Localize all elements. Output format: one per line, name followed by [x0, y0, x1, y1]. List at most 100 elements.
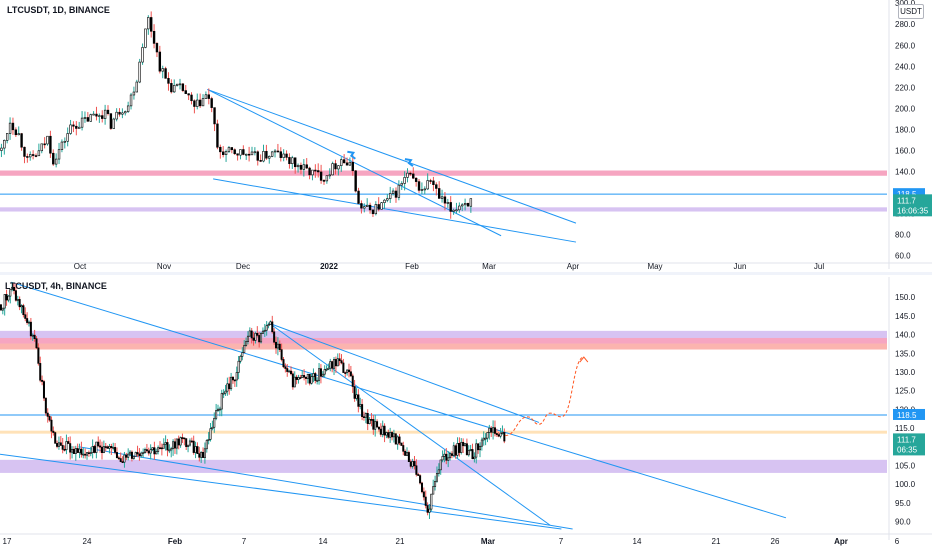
price-axis-area	[889, 0, 932, 270]
bear-candle	[279, 151, 282, 158]
bull-candle	[331, 163, 334, 176]
bear-candle	[271, 321, 274, 333]
bear-candle	[233, 379, 236, 382]
bear-candle	[31, 154, 35, 156]
bear-candle	[391, 432, 394, 438]
time-tick-label: Dec	[236, 262, 250, 271]
bull-candle	[355, 394, 358, 399]
bear-candle	[361, 404, 364, 417]
bear-candle	[84, 453, 87, 456]
bull-candle	[327, 367, 330, 370]
bull-candle	[385, 432, 388, 436]
bear-candle	[97, 441, 100, 447]
bear-candle	[185, 438, 188, 447]
bear-candle	[147, 450, 150, 454]
bull-candle	[403, 177, 406, 184]
bull-candle	[253, 151, 257, 154]
bear-candle	[24, 314, 27, 319]
bull-candle	[406, 452, 409, 456]
bear-candle	[213, 107, 216, 125]
trendline	[11, 281, 787, 519]
bear-candle	[158, 51, 162, 72]
bull-candle	[391, 190, 395, 194]
time-tick-label: Jul	[814, 262, 824, 271]
bear-candle	[22, 305, 25, 316]
level-price-badge	[893, 188, 925, 200]
bull-candle	[220, 393, 223, 410]
bull-candle	[102, 446, 105, 453]
currency-badge[interactable]: USDT	[898, 4, 924, 19]
countdown-label: 16:06:35	[897, 206, 929, 215]
bear-candle	[357, 394, 360, 407]
bull-candle	[172, 441, 175, 449]
bear-candle	[52, 430, 55, 433]
bull-candle	[396, 436, 399, 445]
bull-candle	[464, 443, 467, 447]
bull-candle	[333, 359, 336, 369]
bear-candle	[414, 177, 418, 182]
flag-marker	[404, 158, 414, 167]
bear-candle	[50, 419, 53, 432]
bull-candle	[60, 141, 64, 150]
bear-candle	[299, 377, 302, 379]
bear-candle	[304, 376, 307, 379]
bear-candle	[46, 412, 49, 417]
bear-candle	[233, 149, 236, 155]
bull-candle	[239, 355, 242, 362]
bear-candle	[362, 416, 365, 418]
bear-candle	[145, 449, 148, 452]
bull-candle	[245, 153, 248, 156]
bull-candle	[46, 135, 49, 145]
bull-candle	[91, 446, 94, 453]
bear-candle	[338, 358, 341, 361]
bear-candle	[87, 452, 90, 454]
bear-candle	[407, 452, 410, 463]
trendline	[0, 453, 562, 530]
level-price-badge	[893, 408, 925, 420]
bull-candle	[499, 432, 502, 437]
bull-candle	[7, 295, 10, 301]
bull-candle	[348, 161, 352, 166]
bear-candle	[404, 450, 407, 456]
bull-candle	[98, 115, 101, 117]
bull-candle	[440, 196, 444, 199]
time-tick-label: Feb	[405, 262, 419, 271]
bull-candle	[203, 448, 206, 458]
bear-candle	[106, 109, 110, 114]
bull-candle	[20, 305, 23, 308]
bull-candle	[3, 140, 6, 149]
bull-candle	[291, 157, 294, 165]
purple-zone	[0, 330, 887, 338]
bear-candle	[288, 157, 291, 165]
bear-candle	[48, 416, 51, 421]
bull-candle	[173, 85, 176, 93]
bull-candle	[170, 448, 173, 451]
bear-candle	[14, 129, 18, 136]
bull-candle	[486, 432, 489, 439]
bear-candle	[93, 446, 96, 453]
bull-candle	[397, 184, 401, 198]
price-tick-label: 135.0	[895, 349, 916, 358]
bear-candle	[293, 157, 297, 168]
bull-candle	[267, 324, 270, 327]
bull-candle	[40, 143, 43, 152]
bull-candle	[261, 330, 264, 334]
bull-candle	[400, 183, 403, 186]
bull-candle	[57, 149, 61, 160]
bear-candle	[432, 180, 435, 185]
price-tick-label: 60.0	[895, 252, 911, 261]
bear-candle	[20, 133, 23, 148]
bear-candle	[95, 113, 98, 117]
bull-candle	[430, 493, 433, 510]
bull-candle	[482, 437, 485, 441]
bear-candle	[377, 426, 380, 430]
trendline	[269, 322, 551, 526]
bear-candle	[210, 98, 213, 108]
bull-candle	[318, 368, 321, 381]
bull-candle	[328, 174, 331, 177]
bear-candle	[61, 445, 64, 450]
panel-divider	[0, 272, 932, 275]
trendline	[78, 446, 573, 530]
bear-candle	[314, 169, 317, 172]
